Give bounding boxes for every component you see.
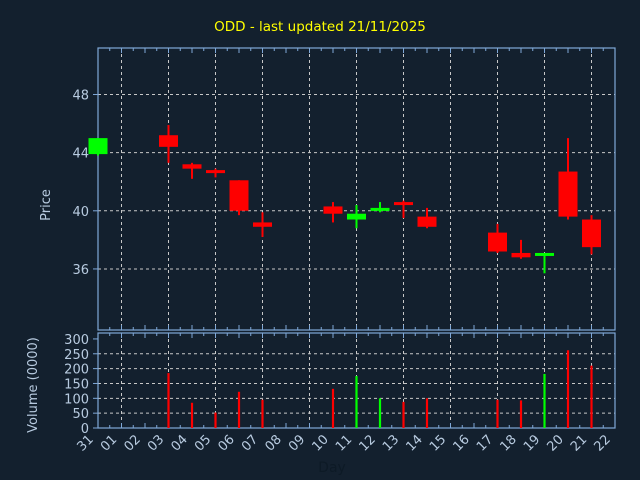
candlestick-14[interactable] [417, 207, 437, 229]
candlestick-06[interactable] [229, 180, 249, 216]
price-tick-label: 48 [72, 89, 89, 104]
volume-tick-label: 100 [64, 392, 89, 407]
candlestick-13[interactable] [394, 200, 413, 219]
candlestick-31[interactable] [88, 138, 108, 156]
volume-tick-label: 200 [64, 363, 89, 378]
candlestick-04[interactable] [182, 162, 202, 179]
candlestick-10[interactable] [323, 202, 343, 223]
price-tick-label: 40 [72, 205, 89, 220]
price-tick-label: 44 [72, 147, 89, 162]
x-axis-label: Day [318, 460, 346, 476]
x-axis: 31 01 02 03 04 05 06 07 08 09 10 11 12 13 14 15 16 17 18 19… [75, 432, 614, 454]
volume-axis-label: Volume (0000) [26, 337, 41, 433]
volume-tick-label: 250 [64, 348, 89, 363]
price-tick-label: 36 [72, 263, 89, 278]
candlestick-05[interactable] [206, 168, 225, 178]
candlestick-19[interactable] [535, 252, 554, 274]
candlestick-03[interactable] [159, 125, 178, 163]
volume-tick-label: 50 [72, 407, 89, 422]
volume-tick-label: 0 [81, 422, 89, 437]
candlestick-21[interactable] [582, 215, 601, 255]
candlestick-12[interactable] [370, 202, 390, 213]
volume-tick-label: 300 [64, 333, 89, 348]
candlestick-17[interactable] [488, 223, 507, 253]
price-axis-label: Price [39, 189, 54, 221]
volume-tick-label: 150 [64, 377, 89, 392]
chart-title: ODD - last updated 21/11/2025 [214, 19, 426, 35]
candlestick-18[interactable] [511, 239, 531, 259]
price-panel: 36 40 44 48 [72, 47, 616, 331]
candlestick-07[interactable] [253, 212, 272, 237]
candlestick-20[interactable] [558, 138, 578, 220]
candlestick-11[interactable] [347, 204, 366, 229]
